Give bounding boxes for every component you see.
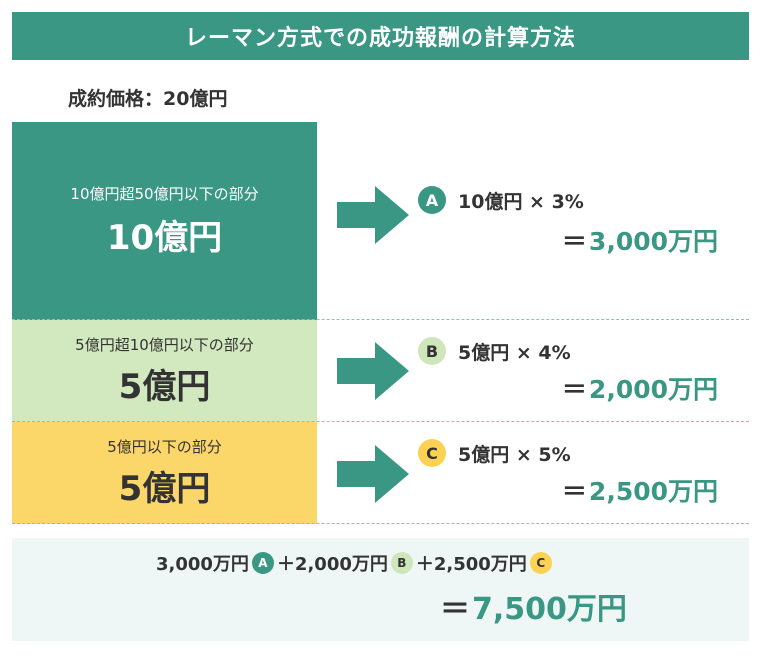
badge-c: C <box>418 439 446 467</box>
calc-result-a: ＝3,000万円 <box>562 222 718 258</box>
tier-box-b: 5億円超10億円以下の部分 5億円 <box>12 320 317 422</box>
result-value: 3,000万円 <box>588 227 718 256</box>
tier-range: 10億円超50億円以下の部分 <box>70 185 259 203</box>
contract-price: 成約価格：20億円 <box>68 88 228 110</box>
equals-sign: ＝ <box>561 227 587 256</box>
tier-box-a: 10億円超50億円以下の部分 10億円 <box>12 122 317 320</box>
badge-c: C <box>529 552 552 574</box>
total-box: 3,000万円 A ＋2,000万円 B ＋2,500万円 C ＝7,500万円 <box>12 538 749 641</box>
total-result: ＝7,500万円 <box>440 584 627 628</box>
calc-formula-c: C 5億円 × 5% <box>418 439 571 467</box>
badge-b: B <box>418 337 446 365</box>
formula-text: 5億円 × 5% <box>458 443 571 466</box>
badge-a: A <box>418 186 446 214</box>
equals-sign: ＝ <box>440 592 470 627</box>
calc-result-b: ＝2,000万円 <box>562 370 718 406</box>
equals-sign: ＝ <box>561 477 587 506</box>
calc-formula-a: A 10億円 × 3% <box>418 186 584 214</box>
total-part-b: ＋2,000万円 <box>276 554 388 575</box>
badge-a: A <box>251 552 274 574</box>
total-formula: 3,000万円 A ＋2,000万円 B ＋2,500万円 C <box>156 550 555 576</box>
divider <box>12 319 749 320</box>
page-title: レーマン方式での成功報酬の計算方法 <box>12 12 749 60</box>
calc-result-c: ＝2,500万円 <box>562 472 718 508</box>
tier-amount: 5億円 <box>118 367 211 407</box>
formula-text: 10億円 × 3% <box>458 190 584 213</box>
divider <box>12 421 749 422</box>
total-value: 7,500万円 <box>472 592 627 627</box>
tier-amount: 10億円 <box>106 218 223 258</box>
tier-amount: 5億円 <box>118 469 211 509</box>
right-arrow-icon <box>337 342 409 400</box>
tier-range: 5億円超10億円以下の部分 <box>75 336 254 354</box>
tier-box-c: 5億円以下の部分 5億円 <box>12 422 317 524</box>
calc-formula-b: B 5億円 × 4% <box>418 337 571 365</box>
formula-text: 5億円 × 4% <box>458 341 571 364</box>
total-part-a: 3,000万円 <box>156 554 249 575</box>
result-value: 2,500万円 <box>588 477 718 506</box>
total-part-c: ＋2,500万円 <box>415 554 527 575</box>
badge-b: B <box>390 552 413 574</box>
equals-sign: ＝ <box>561 375 587 404</box>
right-arrow-icon <box>337 445 409 503</box>
result-value: 2,000万円 <box>588 375 718 404</box>
tier-range: 5億円以下の部分 <box>107 438 222 456</box>
divider <box>12 523 749 524</box>
right-arrow-icon <box>337 186 409 244</box>
